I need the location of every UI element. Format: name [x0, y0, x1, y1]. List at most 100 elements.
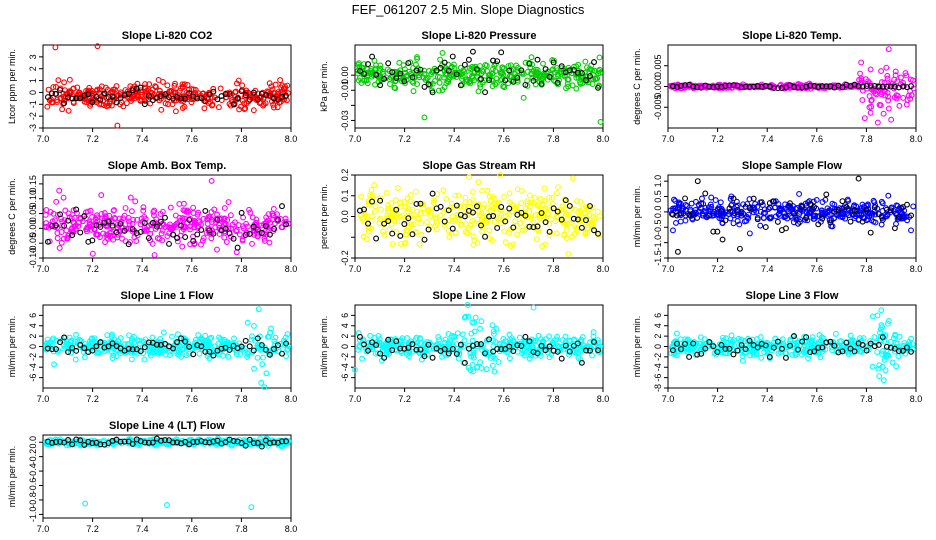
data-point: [394, 185, 401, 191]
data-point: [866, 80, 873, 86]
data-point: [217, 216, 224, 223]
data-point-reference: [393, 338, 400, 345]
data-point: [86, 94, 93, 101]
data-point: [766, 214, 773, 221]
data-point-reference: [518, 209, 525, 216]
data-point: [436, 336, 442, 343]
data-point: [367, 332, 374, 339]
data-point-reference: [482, 89, 489, 96]
x-tick-label: 7.2: [86, 134, 99, 144]
data-point: [53, 198, 60, 205]
data-point: [573, 225, 580, 232]
data-point: [140, 204, 147, 211]
data-point-reference: [117, 95, 124, 102]
data-point-reference: [417, 200, 424, 207]
data-point-reference: [266, 231, 273, 238]
data-point-reference: [178, 335, 185, 342]
data-point: [898, 74, 904, 81]
x-tick-label: 7.0: [349, 394, 362, 404]
data-point: [439, 49, 446, 56]
x-tick-label: 7.2: [86, 524, 99, 534]
data-point-reference: [871, 83, 878, 89]
data-point-reference: [275, 96, 281, 103]
data-point-reference: [250, 440, 257, 447]
data-point: [442, 336, 449, 343]
data-point-reference: [859, 218, 866, 225]
data-point-reference: [461, 359, 468, 366]
data-point: [363, 77, 370, 84]
y-tick-label: 2: [28, 334, 38, 339]
data-point-reference: [578, 224, 585, 231]
data-point: [594, 75, 601, 82]
data-point-reference: [377, 197, 384, 204]
data-point: [900, 79, 907, 86]
data-point: [391, 68, 398, 75]
data-point: [850, 203, 857, 210]
data-point-reference: [153, 341, 160, 348]
data-point: [553, 65, 560, 71]
data-point: [211, 206, 218, 213]
data-point-reference: [778, 345, 785, 352]
y-tick-label: 6: [340, 313, 350, 318]
data-point: [470, 233, 477, 240]
data-point: [72, 222, 79, 229]
data-point-reference: [518, 67, 525, 74]
data-point: [469, 217, 476, 224]
data-point-reference: [486, 77, 493, 84]
data-point: [365, 224, 372, 231]
data-point-reference: [61, 439, 68, 446]
data-point-reference: [879, 216, 886, 223]
data-point-outlier: [888, 116, 895, 123]
data-point-reference: [425, 226, 432, 233]
data-point: [735, 211, 741, 218]
x-tick-label: 7.6: [498, 134, 511, 144]
data-point-reference: [827, 219, 834, 226]
data-point: [514, 186, 521, 193]
data-point-reference: [678, 82, 684, 89]
data-point: [145, 347, 152, 354]
data-point: [214, 246, 220, 253]
data-point: [869, 210, 876, 217]
data-point: [563, 200, 570, 207]
data-point-reference: [437, 203, 444, 210]
data-point-reference: [815, 221, 822, 228]
data-point-reference: [819, 83, 826, 90]
y-tick-label: -3: [28, 124, 38, 132]
data-point: [539, 340, 546, 347]
data-point: [406, 68, 413, 75]
data-point: [727, 337, 734, 344]
data-point: [497, 207, 504, 214]
data-point-reference: [357, 333, 363, 340]
data-point: [590, 329, 597, 336]
data-point-reference: [89, 99, 96, 106]
plot-frame: [42, 174, 292, 259]
data-point: [495, 359, 502, 365]
data-point: [101, 210, 108, 216]
data-point: [464, 204, 471, 211]
data-point-reference: [839, 84, 846, 91]
data-point: [524, 224, 531, 231]
data-point-reference: [799, 204, 806, 211]
data-point-reference: [194, 231, 201, 238]
data-point-reference: [550, 59, 557, 66]
data-point-reference: [226, 90, 233, 97]
data-point: [515, 68, 522, 75]
data-point: [160, 329, 167, 336]
data-point: [136, 340, 143, 347]
data-point: [874, 312, 881, 319]
y-tick-label: 0.0: [28, 436, 38, 449]
data-point: [203, 92, 210, 98]
data-point: [167, 352, 174, 359]
data-point: [573, 349, 580, 356]
data-point: [392, 197, 399, 204]
data-point: [375, 333, 382, 339]
data-point: [248, 336, 255, 343]
data-point: [233, 351, 240, 358]
data-point-reference: [686, 353, 693, 360]
data-point: [268, 325, 275, 332]
data-point: [894, 340, 901, 347]
data-point-reference: [85, 91, 92, 98]
data-point: [464, 302, 471, 308]
data-point: [475, 88, 482, 95]
